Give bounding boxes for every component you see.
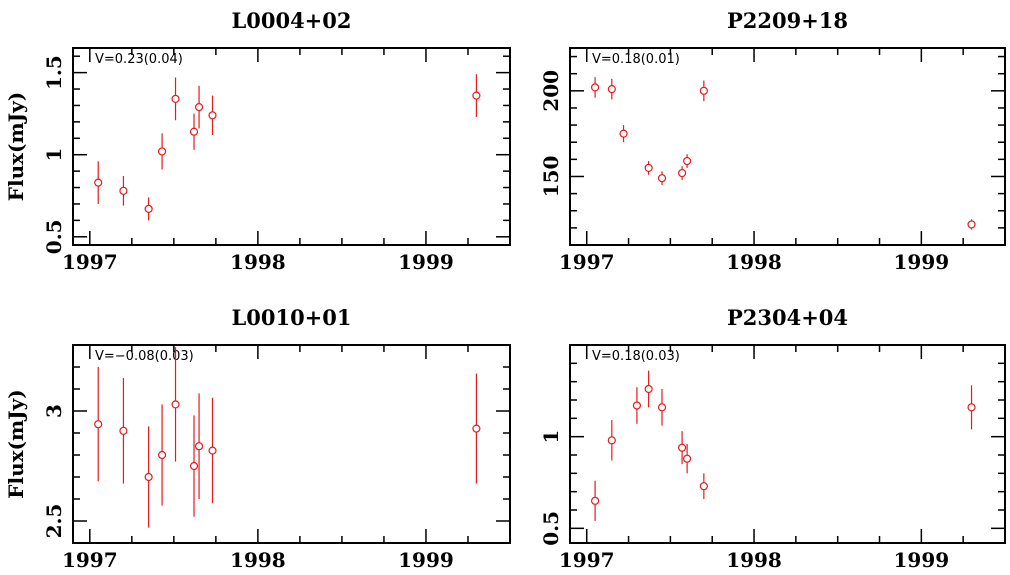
y-axis-label: Flux(mJy) (4, 92, 28, 201)
data-point (171, 400, 180, 409)
plot-frame (72, 344, 511, 544)
data-point (590, 496, 600, 505)
y-tick-label: 0.5 (539, 511, 563, 546)
data-point (472, 91, 481, 100)
y-tick-label: 1.5 (42, 55, 66, 90)
data-point (619, 129, 628, 138)
y-tick-label: 2.5 (42, 504, 66, 539)
y-tick-label: 0.5 (42, 219, 66, 254)
data-point (699, 482, 708, 491)
x-tick-label: 1998 (726, 548, 782, 572)
data-point (657, 403, 667, 412)
data-point (157, 147, 167, 156)
data-point (677, 168, 687, 178)
data-point (208, 111, 217, 120)
data-point (194, 442, 204, 451)
data-point (677, 443, 687, 452)
data-point (644, 163, 653, 173)
x-tick-label: 1999 (894, 548, 950, 572)
data-point (171, 94, 180, 103)
data-point (472, 424, 481, 433)
data-point (119, 426, 128, 435)
data-point (94, 178, 103, 187)
variability-annotation: V=−0.08(0.03) (95, 349, 194, 364)
panel-l0010: L0010+01 V=−0.08(0.03) Flux(mJy) 1997 1998 19… (4, 305, 511, 572)
y-tick-label: 150 (539, 156, 563, 198)
data-point (644, 384, 653, 394)
data-point (967, 220, 976, 229)
chart-title: P2209+18 (727, 8, 848, 33)
y-tick-label: 3 (42, 404, 66, 418)
plot-frame (569, 344, 1006, 544)
x-tick-label: 1997 (559, 548, 615, 572)
data-point (699, 86, 708, 95)
variability-annotation: V=0.23(0.04) (95, 52, 183, 67)
x-tick-label: 1998 (230, 250, 286, 274)
y-tick-label: 1 (42, 148, 66, 162)
y-tick-label: 1 (539, 430, 563, 444)
x-tick-label: 1997 (559, 250, 615, 274)
data-point (607, 85, 616, 94)
data-point (194, 102, 204, 112)
data-point (967, 403, 976, 412)
variability-annotation: V=0.18(0.03) (592, 349, 680, 364)
data-point (657, 174, 667, 183)
chart-title: P2304+04 (727, 305, 848, 330)
data-point (189, 127, 199, 136)
x-tick-label: 1997 (62, 250, 118, 274)
data-point (94, 420, 103, 429)
data-point (144, 204, 153, 213)
data-point (683, 156, 692, 166)
data-point (119, 186, 128, 195)
x-tick-label: 1999 (398, 250, 454, 274)
x-tick-label: 1999 (398, 548, 454, 572)
data-point (157, 450, 167, 460)
chart-title: L0010+01 (231, 305, 351, 330)
panel-p2304: P2304+04 V=0.18(0.03) 1997 1998 1999 0.5 1 (539, 305, 1006, 572)
x-tick-label: 1999 (894, 250, 950, 274)
panel-l0004: L0004+02 V=0.23(0.04) Flux(mJy) 1997 1998 199… (4, 8, 511, 274)
plot-frame (569, 47, 1006, 246)
data-point (189, 461, 199, 471)
y-axis-label: Flux(mJy) (4, 389, 28, 498)
x-tick-label: 1998 (230, 548, 286, 572)
x-tick-label: 1997 (62, 548, 118, 572)
panel-p2209: P2209+18 V=0.18(0.01) 1997 1998 1999 150 200 (539, 8, 1006, 274)
variability-annotation: V=0.18(0.01) (592, 52, 680, 67)
chart-title: L0004+02 (231, 8, 351, 33)
data-point (683, 454, 692, 463)
data-point (632, 401, 642, 410)
data-point (590, 83, 600, 92)
plot-frame (72, 47, 511, 246)
data-point (607, 436, 616, 445)
x-tick-label: 1998 (726, 250, 782, 274)
data-point (208, 446, 217, 455)
y-tick-label: 200 (539, 70, 563, 112)
data-point (144, 472, 153, 482)
